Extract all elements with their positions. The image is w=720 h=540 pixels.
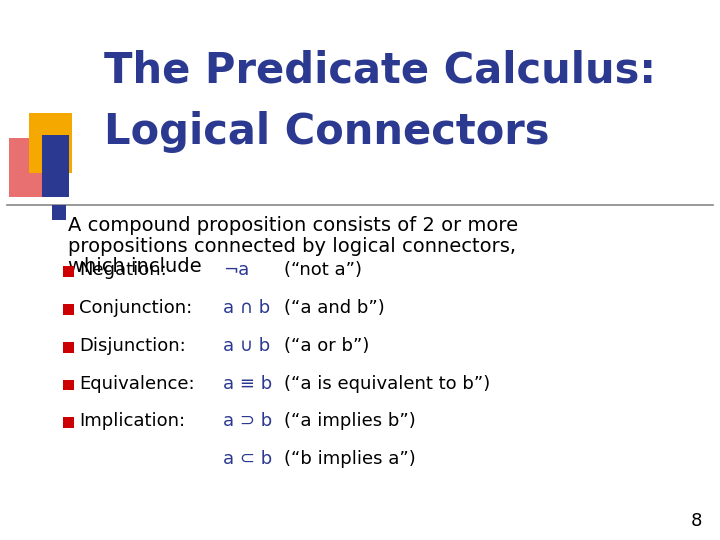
Text: (“b implies a”): (“b implies a”) [284,450,416,468]
Bar [63,342,74,353]
Text: (“a or b”): (“a or b”) [284,337,370,355]
Bar [63,380,74,390]
Text: (“a implies b”): (“a implies b”) [284,413,416,430]
Text: Conjunction:: Conjunction: [79,299,192,317]
Text: 8: 8 [690,512,702,530]
Bar [63,304,74,315]
Bar [29,113,72,173]
Text: a ⊃ b: a ⊃ b [223,413,272,430]
Bar [52,205,66,220]
Text: ¬a: ¬a [223,261,249,279]
Text: which include: which include [68,257,202,276]
Text: A compound proposition consists of 2 or more: A compound proposition consists of 2 or … [68,216,518,235]
Text: a ⊂ b: a ⊂ b [223,450,272,468]
Text: a ≡ b: a ≡ b [223,375,272,393]
Text: a ∩ b: a ∩ b [223,299,271,317]
Text: (“a is equivalent to b”): (“a is equivalent to b”) [284,375,490,393]
Text: Equivalence:: Equivalence: [79,375,195,393]
Bar [9,138,52,197]
Text: propositions connected by logical connectors,: propositions connected by logical connec… [68,237,516,255]
Bar [63,417,74,428]
Text: Negation:: Negation: [79,261,167,279]
Bar [42,135,69,197]
Text: a ∪ b: a ∪ b [223,337,271,355]
Text: Implication:: Implication: [79,413,185,430]
Text: (“not a”): (“not a”) [284,261,362,279]
Text: (“a and b”): (“a and b”) [284,299,385,317]
Bar [63,266,74,277]
Text: Logical Connectors: Logical Connectors [104,111,550,153]
Text: Disjunction:: Disjunction: [79,337,186,355]
Text: The Predicate Calculus:: The Predicate Calculus: [104,49,657,91]
